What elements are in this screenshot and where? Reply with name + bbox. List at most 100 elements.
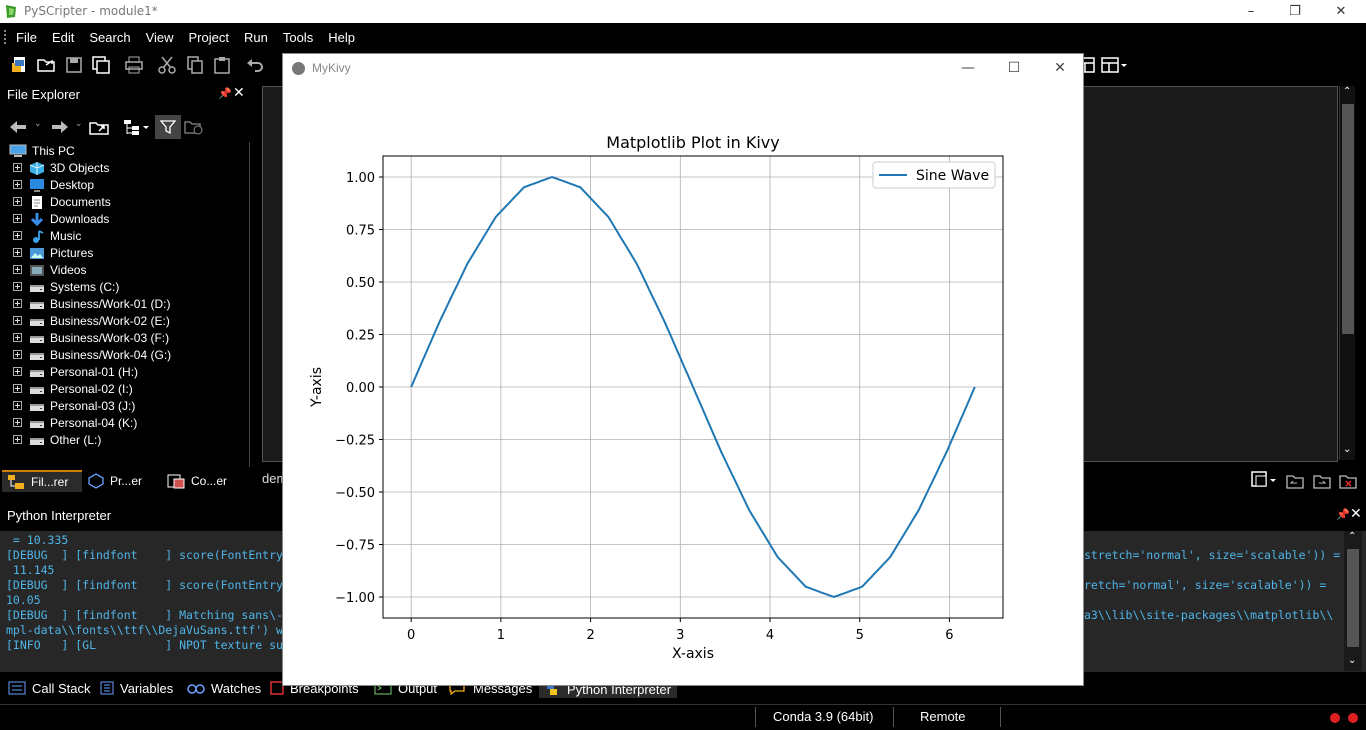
prev-window-icon[interactable] [1285, 472, 1305, 490]
expand-plus-icon[interactable] [13, 180, 22, 189]
tree-view-icon[interactable] [122, 118, 150, 136]
tree-item[interactable]: Personal-03 (J:) [0, 398, 248, 415]
scroll-up-icon[interactable]: ⌃ [1343, 86, 1352, 97]
paste-icon[interactable] [212, 55, 232, 75]
pyscripter-logo-icon [6, 5, 16, 18]
menu-run[interactable]: Run [243, 29, 268, 45]
menu-edit[interactable]: Edit [51, 29, 75, 45]
copy-icon[interactable] [185, 55, 205, 75]
tree-item[interactable]: Business/Work-04 (G:) [0, 347, 248, 364]
y-axis-label: Y-axis [309, 367, 325, 408]
close-panel-icon[interactable]: ✕ [233, 85, 245, 101]
tree-item[interactable]: Business/Work-01 (D:) [0, 296, 248, 313]
expand-plus-icon[interactable] [13, 231, 22, 240]
console-line: [DEBUG ] [findfont ] score(FontEntry [6, 548, 283, 562]
window-menu-icon[interactable] [1250, 470, 1278, 490]
tree-item[interactable]: 3D Objects [0, 160, 248, 177]
tree-root-label: This PC [32, 144, 75, 158]
expand-plus-icon[interactable] [13, 282, 22, 291]
kivy-close-button[interactable]: ✕ [1054, 60, 1066, 76]
tree-item[interactable]: Business/Work-03 (F:) [0, 330, 248, 347]
expand-plus-icon[interactable] [13, 316, 22, 325]
save-all-icon[interactable] [91, 55, 111, 75]
expand-plus-icon[interactable] [13, 350, 22, 359]
undo-icon[interactable] [245, 55, 265, 75]
pin-icon[interactable]: 📌 [218, 87, 232, 100]
editor-tab[interactable]: dem [262, 471, 288, 486]
menu-tools[interactable]: Tools [282, 29, 314, 45]
up-folder-icon[interactable] [88, 118, 110, 136]
new-folder-icon[interactable] [184, 119, 204, 135]
forward-arrow-icon[interactable] [50, 119, 70, 135]
editor-scroll-thumb[interactable] [1342, 104, 1354, 334]
tab-file-explorer[interactable]: Fil...rer [2, 470, 82, 492]
tab-variables[interactable]: Variables [100, 678, 173, 698]
status-environment[interactable]: Conda 3.9 (64bit) [773, 709, 874, 724]
menu-search[interactable]: Search [89, 29, 131, 45]
expand-plus-icon[interactable] [13, 197, 22, 206]
menu-view[interactable]: View [145, 29, 174, 45]
expand-plus-icon[interactable] [13, 214, 22, 223]
scroll-down-icon[interactable]: ⌄ [1343, 444, 1352, 455]
cut-icon[interactable] [157, 55, 177, 75]
status-mode[interactable]: Remote [920, 709, 966, 724]
menu-project[interactable]: Project [188, 29, 229, 45]
computer-icon [9, 144, 27, 157]
interpreter-close-icon[interactable]: ✕ [1350, 506, 1362, 522]
filter-button[interactable] [155, 115, 181, 139]
interpreter-pin-icon[interactable]: 📌 [1336, 508, 1350, 521]
save-icon[interactable] [64, 55, 84, 75]
restore-button[interactable]: ❐ [1289, 4, 1301, 19]
close-button[interactable]: ✕ [1335, 4, 1347, 19]
print-icon[interactable] [124, 55, 144, 75]
expand-plus-icon[interactable] [13, 435, 22, 444]
tree-item[interactable]: Personal-04 (K:) [0, 415, 248, 432]
expand-plus-icon[interactable] [13, 367, 22, 376]
tree-item[interactable]: Business/Work-02 (E:) [0, 313, 248, 330]
tab-watches[interactable]: Watches [187, 678, 261, 698]
tree-item-this-pc[interactable]: This PC [0, 143, 248, 160]
expand-plus-icon[interactable] [13, 384, 22, 393]
tree-item[interactable]: Downloads [0, 211, 248, 228]
kivy-maximize-button[interactable]: ☐ [1007, 60, 1021, 76]
tree-item[interactable]: Personal-01 (H:) [0, 364, 248, 381]
menu-help[interactable]: Help [328, 29, 355, 45]
forward-history-chevron-icon[interactable]: ⌄ [75, 119, 83, 129]
close-window-icon[interactable] [1338, 472, 1358, 490]
minimize-button[interactable]: – [1247, 4, 1255, 19]
drive-icon [30, 421, 44, 428]
kivy-minimize-button[interactable]: — [961, 60, 975, 76]
expand-plus-icon[interactable] [13, 299, 22, 308]
expand-plus-icon[interactable] [13, 333, 22, 342]
menu-file[interactable]: File [16, 29, 37, 45]
console-scroll-down-icon[interactable]: ⌄ [1348, 655, 1357, 666]
back-arrow-icon[interactable] [8, 119, 28, 135]
expand-plus-icon[interactable] [13, 163, 22, 172]
next-window-icon[interactable] [1312, 472, 1332, 490]
y-tick-label: −0.75 [335, 539, 375, 554]
back-history-chevron-icon[interactable]: ⌄ [34, 119, 42, 129]
tree-item[interactable]: Pictures [0, 245, 248, 262]
expand-plus-icon[interactable] [13, 248, 22, 257]
kivy-window[interactable]: MyKivy — ☐ ✕ 0 1 2 3 4 5 6 1.00 0.75 0.50 0.25 0.00… [283, 54, 1083, 685]
tree-item[interactable]: Systems (C:) [0, 279, 248, 296]
tree-item[interactable]: Documents [0, 194, 248, 211]
expand-plus-icon[interactable] [13, 418, 22, 427]
tree-item[interactable]: Desktop [0, 177, 248, 194]
layouts-dropdown-icon[interactable] [1100, 55, 1128, 75]
tree-item[interactable]: Other (L:) [0, 432, 248, 449]
tab-call-stack[interactable]: Call Stack [8, 678, 91, 698]
tree-item[interactable]: Music [0, 228, 248, 245]
tree-item[interactable]: Personal-02 (I:) [0, 381, 248, 398]
new-file-icon[interactable] [10, 55, 30, 75]
open-folder-icon[interactable] [36, 55, 56, 75]
tab-code-explorer[interactable]: Co...er [167, 470, 247, 492]
interpreter-scrollbar[interactable]: ⌃ ⌄ [1344, 531, 1362, 671]
tree-item[interactable]: Videos [0, 262, 248, 279]
expand-plus-icon[interactable] [13, 265, 22, 274]
editor-scrollbar[interactable]: ⌃ ⌄ [1339, 86, 1355, 460]
console-scroll-thumb[interactable] [1347, 549, 1359, 647]
console-scroll-up-icon[interactable]: ⌃ [1348, 531, 1357, 542]
expand-plus-icon[interactable] [13, 401, 22, 410]
tab-project-explorer[interactable]: Pr...er [88, 470, 158, 492]
